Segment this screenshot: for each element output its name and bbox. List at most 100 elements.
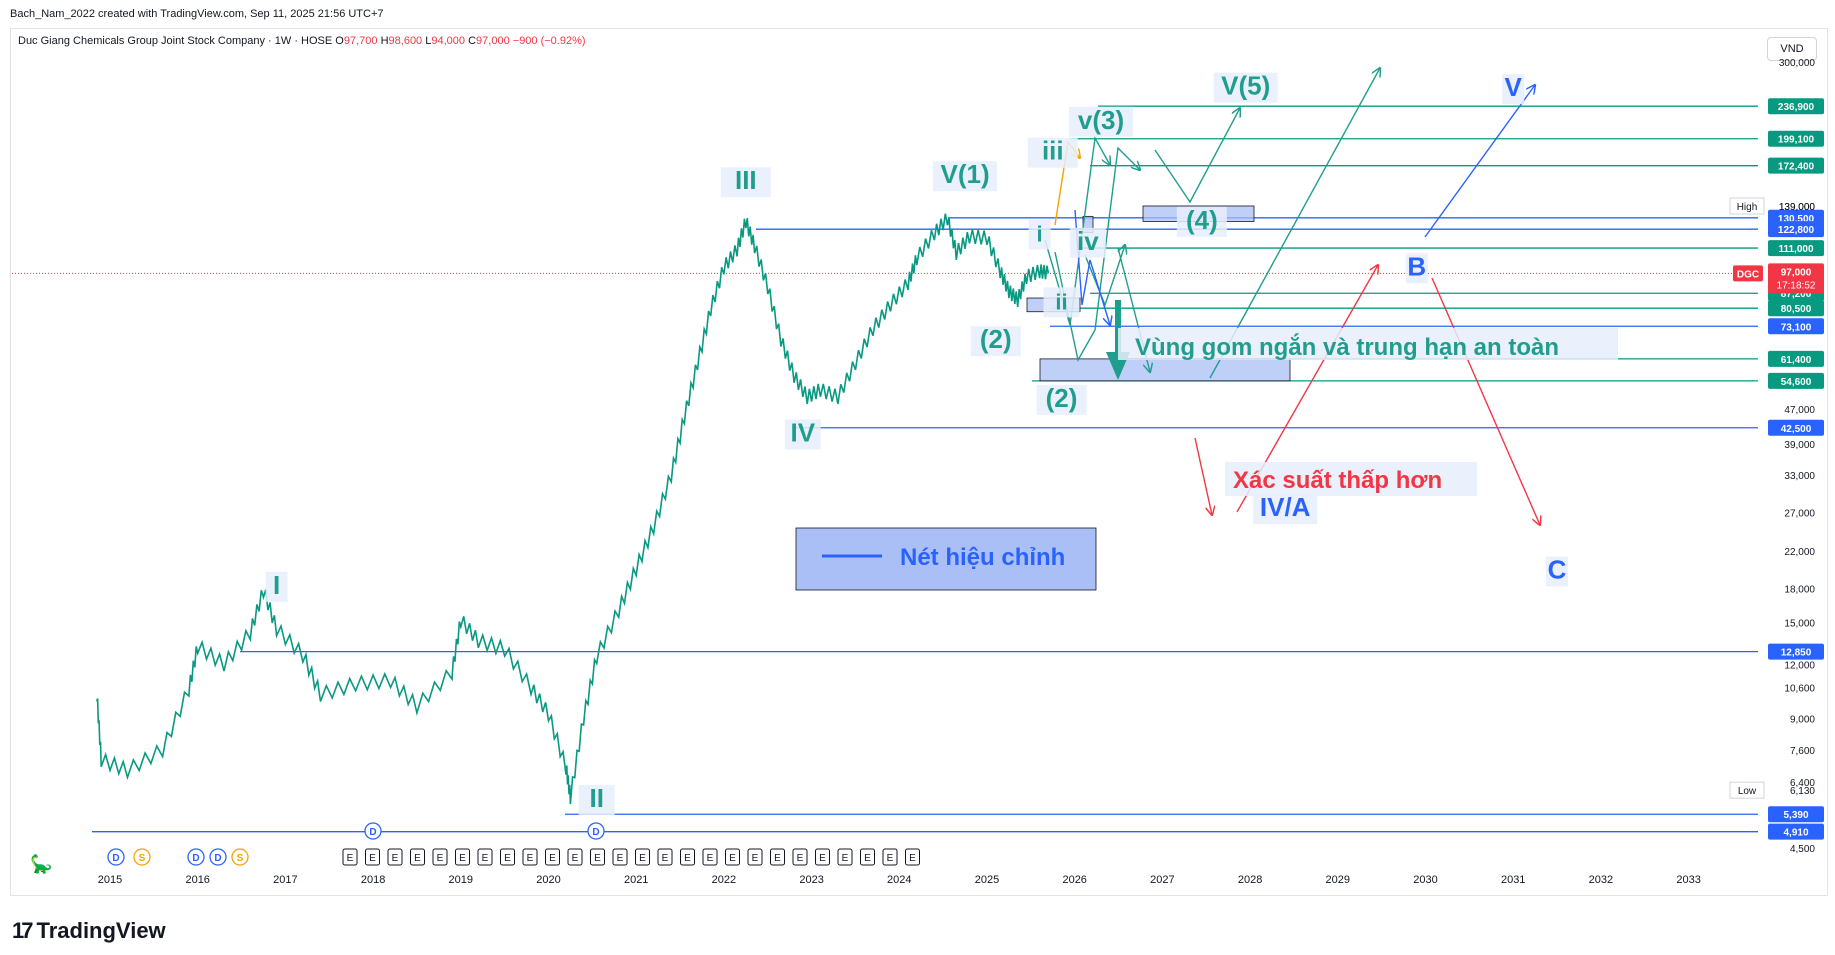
high-value: 139,000 — [1779, 202, 1816, 213]
earnings-marker-label: E — [639, 853, 646, 864]
wave-label: ii — [1055, 289, 1067, 314]
earnings-marker-label: E — [909, 853, 916, 864]
wave-path-red-1 — [1194, 437, 1212, 515]
current-symbol-bg — [1733, 265, 1763, 282]
wave-label-bg — [1036, 384, 1087, 415]
high-badge: High — [1737, 202, 1758, 213]
price-label-bg — [1768, 372, 1824, 389]
earnings-marker-label: E — [414, 853, 421, 864]
event-circle — [587, 822, 605, 840]
annotation-bg — [1118, 328, 1618, 360]
earnings-marker — [387, 848, 403, 866]
earnings-marker-label: E — [729, 853, 736, 864]
open-label: O — [335, 35, 344, 47]
price-label: 172,400 — [1778, 162, 1815, 173]
low-badge: Low — [1738, 786, 1757, 797]
wave-label: v(3) — [1078, 105, 1124, 135]
wave-label-bg — [578, 785, 615, 816]
x-tick-label: 2019 — [449, 874, 473, 886]
price-label-bg — [1768, 419, 1824, 436]
price-label-bg — [1768, 300, 1824, 317]
wave-label-bg — [784, 419, 821, 450]
event-circle-label: D — [592, 827, 599, 838]
event-circle — [209, 848, 227, 866]
earnings-marker — [522, 848, 538, 866]
earnings-marker-label: E — [662, 853, 669, 864]
wave-label-bg — [1069, 227, 1106, 258]
y-tick-label: 27,000 — [1784, 509, 1815, 520]
earnings-marker — [860, 848, 875, 866]
y-tick-label: 12,000 — [1784, 660, 1815, 671]
x-tick-label: 2031 — [1501, 874, 1525, 886]
wave-label-bg — [720, 167, 771, 198]
y-tick-label: 10,600 — [1784, 684, 1815, 695]
y-tick-label: 9,000 — [1790, 714, 1815, 725]
earnings-marker-label: E — [594, 853, 601, 864]
annotation-bg — [1225, 462, 1477, 496]
price-label: 111,000 — [1778, 244, 1813, 255]
earnings-marker — [365, 848, 380, 866]
x-tick-label: 2024 — [887, 874, 911, 886]
earnings-marker — [500, 848, 515, 866]
earnings-marker — [590, 848, 605, 866]
price-label: 73,100 — [1781, 322, 1812, 333]
x-tick-label: 2033 — [1676, 874, 1700, 886]
earnings-marker — [680, 848, 695, 866]
current-price-bg — [1768, 263, 1824, 294]
wave-path-2 — [1054, 146, 1140, 362]
x-tick-label: 2032 — [1589, 874, 1613, 886]
high-label: H — [380, 35, 389, 47]
price-label: 61,400 — [1781, 355, 1812, 366]
wave-path-red-3 — [1431, 277, 1540, 525]
symbol-title: Duc Giang Chemicals Group Joint Stock Co… — [18, 35, 333, 47]
wave-path-6 — [1209, 68, 1380, 379]
wave-label-bg — [1043, 287, 1080, 318]
earnings-marker-label: E — [572, 853, 579, 864]
price-series-line — [96, 213, 1050, 805]
earnings-marker-label: E — [797, 853, 804, 864]
x-tick-label: 2020 — [536, 874, 560, 886]
close-label: C — [468, 35, 477, 47]
price-label-bg — [1768, 157, 1824, 174]
wave-label: V(1) — [941, 159, 990, 189]
price-label-bg — [1768, 823, 1824, 840]
price-label-bg — [1768, 240, 1824, 257]
wave-path-5 — [1154, 108, 1240, 204]
price-label-bg — [1768, 350, 1824, 367]
price-label-bg — [1768, 318, 1824, 335]
wave-label: (2) — [1046, 383, 1078, 413]
tradingview-logo: 17 TradingView — [12, 918, 166, 944]
wave-label: V — [1505, 72, 1523, 102]
x-tick-label: 2025 — [975, 874, 999, 886]
wave-label: IV/A — [1260, 492, 1311, 522]
earnings-marker-label: E — [864, 853, 871, 864]
price-label: 5,390 — [1783, 810, 1808, 821]
price-label: 236,900 — [1778, 102, 1815, 113]
earnings-marker — [725, 848, 740, 866]
price-label: 54,600 — [1781, 377, 1812, 388]
wave-label: B — [1407, 251, 1426, 281]
event-circle — [231, 848, 249, 866]
price-label: 4,910 — [1783, 828, 1808, 839]
earnings-marker — [432, 848, 448, 866]
accumulation-zone-box — [1039, 358, 1291, 382]
y-tick-label: 47,000 — [1784, 405, 1815, 416]
earnings-marker — [567, 848, 583, 866]
event-circle-label: D — [369, 827, 376, 838]
symbol-legend[interactable]: Duc Giang Chemicals Group Joint Stock Co… — [18, 35, 586, 47]
earnings-marker — [657, 848, 673, 866]
price-label-bg — [1768, 221, 1824, 238]
earnings-marker-label: E — [369, 853, 376, 864]
currency-button[interactable]: VND — [1767, 37, 1817, 61]
wave-path-3 — [1084, 245, 1125, 308]
earnings-marker-label: E — [482, 853, 489, 864]
event-circle-label: D — [192, 853, 199, 864]
y-tick-label: 18,000 — [1784, 585, 1815, 596]
current-symbol-label: DGC — [1737, 269, 1759, 280]
price-label-bg — [1768, 806, 1824, 823]
x-tick-label: 2030 — [1413, 874, 1437, 886]
correction-legend-box — [795, 527, 1097, 591]
wave-label-bg — [265, 571, 288, 602]
low-label: L — [425, 35, 432, 47]
